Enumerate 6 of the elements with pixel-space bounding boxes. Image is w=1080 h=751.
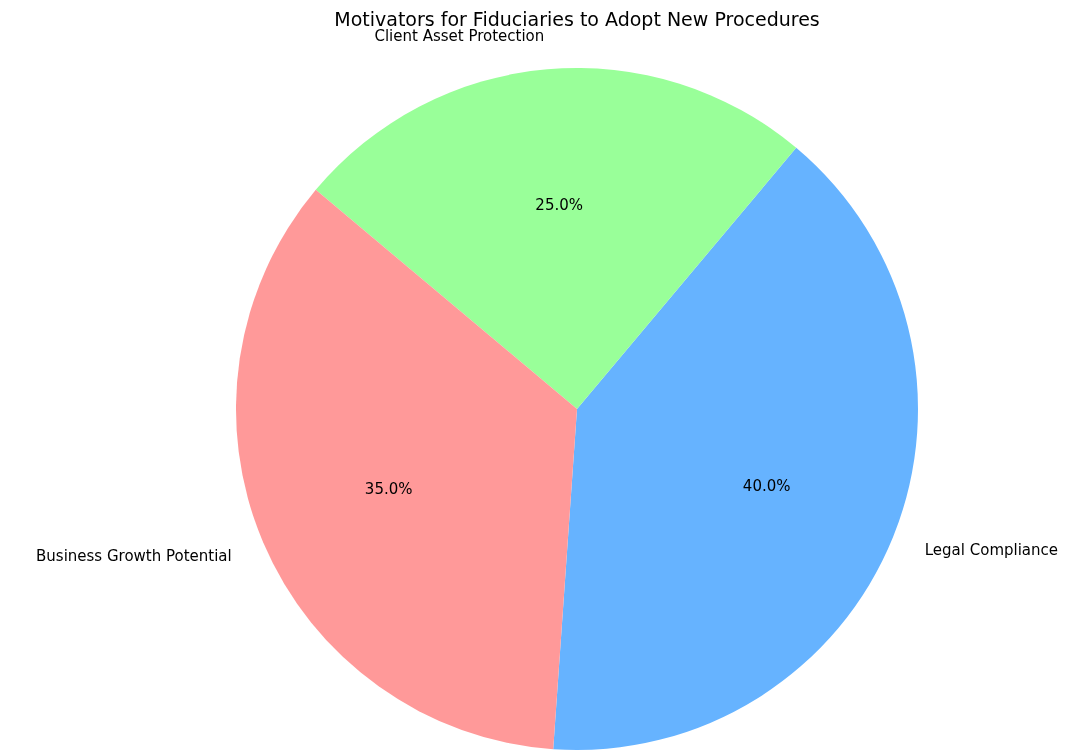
slice-label: Legal Compliance <box>924 540 1059 559</box>
data-label: 35.0% <box>364 480 413 499</box>
slice-label: Business Growth Potential <box>36 546 232 565</box>
data-label: 40.0% <box>742 476 791 495</box>
pie-slice <box>315 68 797 409</box>
data-label: 25.0% <box>535 196 583 215</box>
